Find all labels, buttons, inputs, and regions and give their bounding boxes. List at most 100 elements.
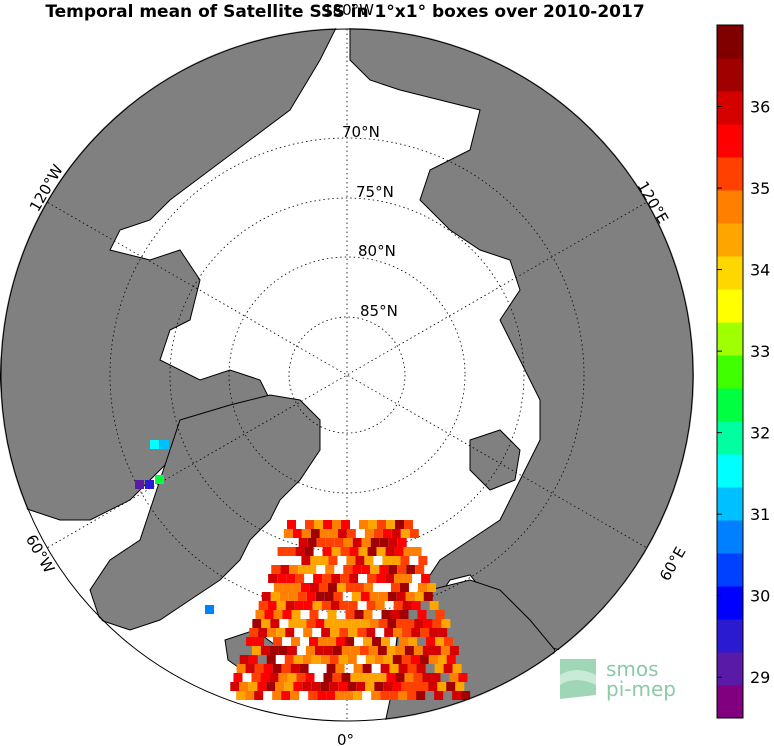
colorbar-gradient	[717, 25, 743, 719]
sss-cell	[292, 529, 302, 538]
sss-cell	[452, 664, 462, 673]
sss-cell	[328, 556, 338, 565]
colorbar-ticks: 29 30 31 32 33 34 35 36	[717, 98, 770, 687]
sss-cell	[155, 475, 164, 484]
sss-cell	[329, 682, 339, 691]
sss-cell	[386, 646, 396, 655]
sss-cell	[298, 538, 308, 547]
sss-cell	[281, 691, 291, 700]
sss-cell	[338, 682, 348, 691]
sss-cell	[336, 637, 346, 646]
sss-cell	[438, 628, 448, 637]
sss-cell	[396, 619, 406, 628]
sss-cell	[327, 583, 337, 592]
sss-cell	[270, 619, 280, 628]
sss-cell	[310, 529, 320, 538]
sss-cell	[293, 655, 303, 664]
sss-cell	[458, 673, 468, 682]
sss-cell	[337, 529, 347, 538]
lat-label-70: 70°N	[342, 123, 380, 141]
sss-cell	[412, 547, 422, 556]
sss-cell	[347, 682, 357, 691]
sss-cell	[323, 673, 333, 682]
sss-cell	[261, 592, 271, 601]
sss-cell	[330, 628, 340, 637]
sss-cell	[382, 529, 392, 538]
sss-cell	[388, 538, 398, 547]
sss-cell	[266, 655, 276, 664]
sss-cell	[383, 682, 393, 691]
sss-cell	[382, 556, 392, 565]
colorbar-block	[717, 124, 743, 158]
sss-cell	[327, 637, 337, 646]
sss-cell	[288, 619, 298, 628]
sss-cell	[363, 610, 373, 619]
sss-cell	[409, 529, 419, 538]
sss-cell	[396, 592, 406, 601]
sss-cell	[402, 601, 412, 610]
sss-cell	[387, 619, 397, 628]
sss-cell	[398, 691, 408, 700]
sss-cell	[135, 480, 144, 489]
sss-cell	[434, 664, 444, 673]
sss-cell	[295, 547, 305, 556]
sss-cell	[326, 664, 336, 673]
sss-cell	[365, 655, 375, 664]
sss-cell	[446, 655, 456, 664]
sss-cell	[391, 556, 401, 565]
sss-cell	[364, 556, 374, 565]
sss-cell	[331, 547, 341, 556]
sss-cell	[399, 583, 409, 592]
sss-cell	[258, 601, 268, 610]
sss-cell	[314, 520, 323, 529]
sss-cell	[432, 619, 442, 628]
sss-data-cells	[135, 440, 471, 700]
sss-cell	[315, 619, 325, 628]
sss-cell	[267, 628, 277, 637]
land-greenland	[89, 394, 321, 631]
sss-cell	[385, 547, 395, 556]
sss-cell	[261, 619, 271, 628]
sss-cell	[230, 682, 240, 691]
sss-cell	[426, 637, 436, 646]
sss-cell	[416, 691, 426, 700]
sss-cell	[413, 673, 423, 682]
sss-cell	[401, 655, 411, 664]
sss-cell	[381, 637, 391, 646]
sss-cell	[343, 565, 353, 574]
sss-cell	[370, 538, 380, 547]
sss-cell	[236, 664, 246, 673]
sss-cell	[372, 637, 382, 646]
sss-cell	[380, 691, 390, 700]
sss-cell	[272, 691, 282, 700]
sss-cell	[443, 664, 453, 673]
sss-cell	[363, 583, 373, 592]
sss-cell	[287, 673, 297, 682]
sss-cell	[381, 610, 391, 619]
lon-label-60e: 60°E	[656, 544, 690, 584]
sss-cell	[376, 574, 386, 583]
sss-cell	[321, 628, 331, 637]
colorbar-block	[717, 454, 743, 488]
sss-cell	[416, 664, 426, 673]
sss-cell	[394, 547, 404, 556]
sss-cell	[420, 628, 430, 637]
sss-cell	[283, 529, 293, 538]
sss-cell	[285, 628, 295, 637]
sss-cell	[329, 655, 339, 664]
sss-cell	[348, 628, 358, 637]
colorbar-block	[717, 421, 743, 455]
sss-cell	[305, 646, 315, 655]
sss-cell	[349, 547, 359, 556]
sss-cell	[368, 646, 378, 655]
sss-cell	[145, 480, 154, 489]
sss-cell	[264, 610, 274, 619]
colorbar-block	[717, 58, 743, 92]
sss-cell	[302, 655, 312, 664]
sss-cell	[268, 574, 278, 583]
sss-cell	[395, 520, 404, 529]
sss-cell	[291, 637, 301, 646]
sss-cell	[334, 538, 344, 547]
sss-cell	[255, 637, 265, 646]
sss-cell	[408, 637, 418, 646]
